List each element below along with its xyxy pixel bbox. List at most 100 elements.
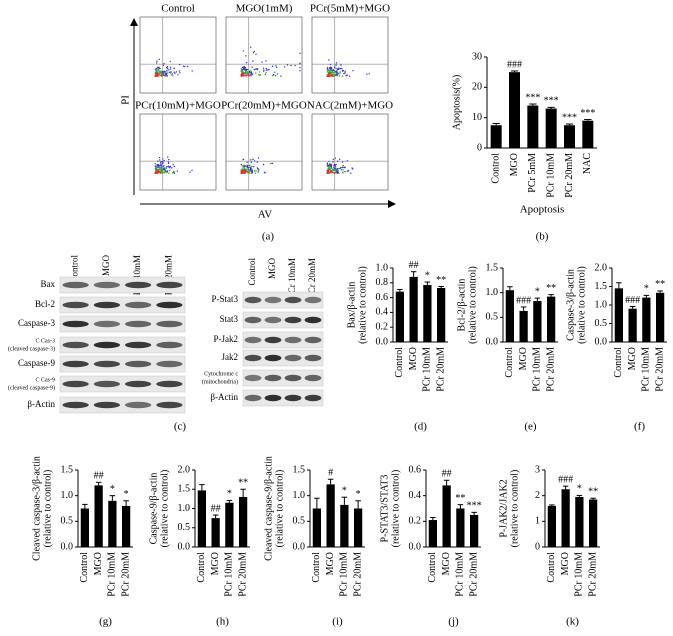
flow-dot (326, 69, 329, 72)
flow-dot (337, 160, 339, 162)
flow-dot (245, 55, 247, 57)
flow-dot (334, 157, 336, 159)
y-axis-label: (relative to control) (159, 470, 170, 548)
blot-band (264, 296, 282, 304)
flow-dot (255, 53, 257, 56)
x-tick-label: PCr 20mM (435, 347, 446, 392)
flow-title: NAC(2mM)+MGO (307, 100, 393, 112)
flow-dot (330, 163, 332, 166)
flow-dot (333, 72, 336, 74)
flow-dot (256, 167, 259, 169)
flow-dot (344, 167, 346, 169)
bar (527, 105, 539, 148)
flow-dot (294, 64, 296, 67)
flow-dot (250, 71, 253, 73)
flow-dot (326, 71, 329, 73)
flow-dot (333, 167, 335, 170)
blot-strip (59, 276, 186, 294)
y-tick-label: 0.2 (409, 516, 422, 527)
flow-dot (172, 75, 174, 77)
bar (519, 310, 528, 342)
flow-dot (332, 75, 335, 77)
flow-dot (335, 70, 338, 73)
flow-dot (156, 172, 158, 174)
flow-dot (169, 60, 171, 63)
flow-dot (331, 74, 334, 77)
y-tick-label: 1.5 (293, 464, 306, 475)
flow-dot (339, 71, 341, 73)
flow-dot (167, 72, 169, 74)
flow-dot (249, 46, 252, 48)
flow-dot (162, 64, 164, 67)
flow-dot (330, 164, 333, 167)
flow-dot (299, 63, 301, 65)
x-tick-label: MGO (560, 552, 571, 575)
flow-dot (347, 170, 350, 172)
flow-dot (242, 73, 245, 75)
flow-dot (270, 162, 272, 165)
flow-dot (160, 75, 162, 77)
blot-band (284, 296, 302, 304)
flow-plot (311, 113, 389, 191)
y-tick-label: 0.5 (486, 312, 499, 323)
flow-dot (255, 68, 257, 70)
flow-dot (157, 74, 160, 76)
blot-band (304, 336, 322, 344)
bar (354, 508, 363, 547)
flow-dot (334, 74, 337, 76)
flow-dot (163, 168, 166, 170)
significance: ** (436, 275, 446, 286)
flow-dot (240, 69, 243, 71)
x-tick-label: PCr 20mM (587, 552, 598, 597)
blot-band (156, 320, 183, 328)
bar (211, 518, 220, 547)
y-tick-label: 0.8 (376, 277, 389, 288)
flow-dot (163, 172, 165, 174)
y-tick-label: 0.0 (595, 336, 608, 347)
blot-band (62, 360, 89, 368)
x-tick-label: MGO (408, 347, 419, 370)
flow-dot (241, 169, 244, 171)
flow-plot (139, 16, 217, 94)
bar (470, 514, 479, 547)
blot-band (264, 394, 282, 402)
flow-dot (258, 73, 260, 76)
x-tick-label: Control (613, 347, 624, 378)
flow-dot (162, 72, 164, 75)
row-label: Caspase-9 (18, 358, 55, 368)
x-tick-label: PCr 20mM (352, 552, 363, 597)
flow-dot (329, 63, 332, 66)
flow-dot (331, 169, 333, 172)
flow-dot (246, 166, 249, 168)
flow-dot (240, 163, 243, 166)
lane-label: PCr 10mM (132, 255, 142, 295)
bar (505, 290, 514, 342)
flow-dot (177, 74, 179, 76)
blot-strip (242, 389, 324, 407)
flow-dot (244, 169, 247, 171)
flow-dot (154, 165, 157, 167)
flow-dot (159, 171, 162, 173)
flow-dot (338, 167, 340, 170)
flow-dot (246, 171, 248, 173)
bar (561, 489, 570, 547)
flow-dot (169, 165, 172, 168)
flow-title: PCr(20mM)+MGO (221, 100, 307, 112)
flow-dot (246, 161, 248, 163)
x-tick-label: Control (546, 552, 557, 583)
bar (564, 125, 575, 148)
significance: *** (562, 112, 577, 123)
flow-dot (328, 75, 331, 77)
lane-label: MGO (101, 255, 111, 277)
flow-dot (155, 170, 158, 173)
blot-band (244, 354, 262, 362)
flow-dot (173, 170, 175, 173)
flow-dot (332, 158, 335, 161)
row-label: Cytochrome c (204, 371, 238, 377)
flow-dot (346, 170, 349, 172)
row-label: Jak2 (222, 352, 239, 362)
flow-dot (243, 171, 246, 174)
x-tick-label: NAC (582, 153, 593, 174)
flow-dot (243, 66, 245, 68)
flow-dot (368, 73, 370, 75)
